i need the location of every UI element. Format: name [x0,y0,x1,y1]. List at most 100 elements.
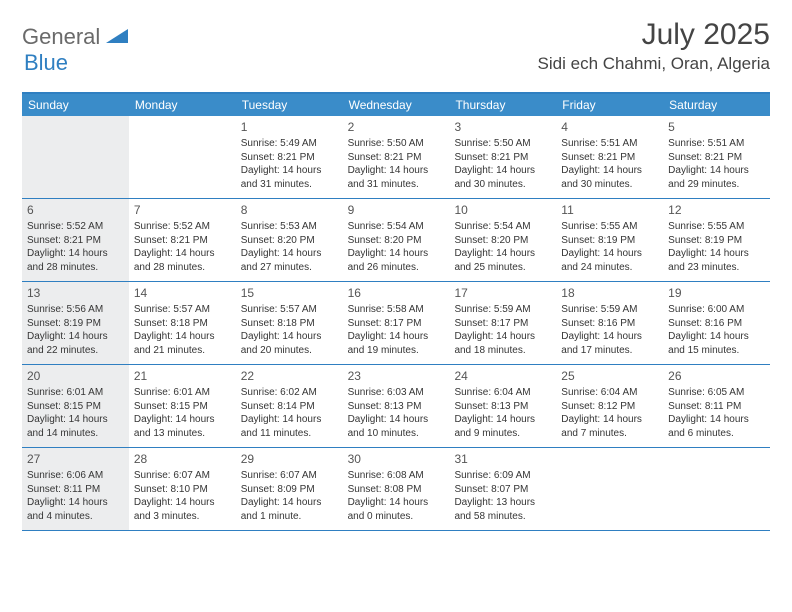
day-info: Sunrise: 6:00 AMSunset: 8:16 PMDaylight:… [668,303,765,357]
day-number: 27 [27,451,124,467]
day-info: Sunrise: 5:51 AMSunset: 8:21 PMDaylight:… [668,137,765,191]
sunset-line: Sunset: 8:21 PM [454,151,551,165]
day-number: 15 [241,285,338,301]
day-number: 17 [454,285,551,301]
daylight-line: Daylight: 14 hours and 6 minutes. [668,413,765,440]
daylight-line: Daylight: 14 hours and 7 minutes. [561,413,658,440]
sunrise-line: Sunrise: 6:00 AM [668,303,765,317]
calendar-day: 3Sunrise: 5:50 AMSunset: 8:21 PMDaylight… [449,116,556,198]
sunrise-line: Sunrise: 6:09 AM [454,469,551,483]
calendar-day: 1 Sunrise: 5:49 AMSunset: 8:21 PMDaylight… [236,116,343,198]
daylight-line: Daylight: 14 hours and 18 minutes. [454,330,551,357]
daylight-line: Daylight: 14 hours and 13 minutes. [134,413,231,440]
day-info: Sunrise: 5:52 AMSunset: 8:21 PMDaylight:… [134,220,231,274]
daylight-line: Daylight: 14 hours and 26 minutes. [348,247,445,274]
calendar-day: 26Sunrise: 6:05 AMSunset: 8:11 PMDayligh… [663,365,770,447]
calendar-day: 22Sunrise: 6:02 AMSunset: 8:14 PMDayligh… [236,365,343,447]
daylight-line: Daylight: 14 hours and 27 minutes. [241,247,338,274]
sunset-line: Sunset: 8:19 PM [668,234,765,248]
daylight-line: Daylight: 14 hours and 31 minutes. [241,164,338,191]
daylight-line: Daylight: 14 hours and 19 minutes. [348,330,445,357]
day-info: Sunrise: 6:02 AMSunset: 8:14 PMDaylight:… [241,386,338,440]
day-info: Sunrise: 5:59 AMSunset: 8:17 PMDaylight:… [454,303,551,357]
day-number: 24 [454,368,551,384]
sunrise-line: Sunrise: 5:53 AM [241,220,338,234]
sunrise-line: Sunrise: 6:04 AM [561,386,658,400]
sunset-line: Sunset: 8:19 PM [27,317,124,331]
sunset-line: Sunset: 8:16 PM [561,317,658,331]
weeks-container: 1 Sunrise: 5:49 AMSunset: 8:21 PMDaylight… [22,116,770,531]
daylight-line: Daylight: 14 hours and 11 minutes. [241,413,338,440]
sunset-line: Sunset: 8:11 PM [27,483,124,497]
daylight-line: Daylight: 14 hours and 4 minutes. [27,496,124,523]
day-number: 8 [241,202,338,218]
day-number: 1 [241,119,338,135]
sunrise-line: Sunrise: 5:52 AM [134,220,231,234]
brand-name-1: General [22,24,100,50]
day-number: 10 [454,202,551,218]
calendar-day: 25Sunrise: 6:04 AMSunset: 8:12 PMDayligh… [556,365,663,447]
calendar-week-row: 6Sunrise: 5:52 AMSunset: 8:21 PMDaylight… [22,199,770,282]
day-number: 31 [454,451,551,467]
calendar-day: 28 Sunrise: 6:07 AMSunset: 8:10 PMDayligh… [129,448,236,530]
calendar-day: 24Sunrise: 6:04 AMSunset: 8:13 PMDayligh… [449,365,556,447]
sunset-line: Sunset: 8:13 PM [454,400,551,414]
day-info: Sunrise: 5:50 AMSunset: 8:21 PMDaylight:… [454,137,551,191]
sunset-line: Sunset: 8:21 PM [241,151,338,165]
day-info: Sunrise: 5:54 AMSunset: 8:20 PMDaylight:… [348,220,445,274]
calendar-week-row: 20Sunrise: 6:01 AMSunset: 8:15 PMDayligh… [22,365,770,448]
sunset-line: Sunset: 8:17 PM [348,317,445,331]
calendar-week-row: 1 Sunrise: 5:49 AMSunset: 8:21 PMDaylight… [22,116,770,199]
calendar-day: 13Sunrise: 5:56 AMSunset: 8:19 PMDayligh… [22,282,129,364]
sunset-line: Sunset: 8:11 PM [668,400,765,414]
weekday-header: Sunday [22,94,129,116]
daylight-line: Daylight: 14 hours and 0 minutes. [348,496,445,523]
calendar-day-empty [22,116,129,198]
day-info: Sunrise: 6:03 AMSunset: 8:13 PMDaylight:… [348,386,445,440]
day-number: 18 [561,285,658,301]
calendar-day-empty [129,116,236,198]
sunrise-line: Sunrise: 5:50 AM [454,137,551,151]
brand-name-2: Blue [24,50,68,75]
calendar-week-row: 27Sunrise: 6:06 AMSunset: 8:11 PMDayligh… [22,448,770,531]
daylight-line: Daylight: 14 hours and 31 minutes. [348,164,445,191]
sunrise-line: Sunrise: 5:55 AM [668,220,765,234]
sunrise-line: Sunrise: 6:08 AM [348,469,445,483]
daylight-line: Daylight: 14 hours and 1 minute. [241,496,338,523]
day-number: 14 [134,285,231,301]
sunset-line: Sunset: 8:20 PM [348,234,445,248]
calendar-day: 6Sunrise: 5:52 AMSunset: 8:21 PMDaylight… [22,199,129,281]
sunset-line: Sunset: 8:15 PM [27,400,124,414]
sunset-line: Sunset: 8:15 PM [134,400,231,414]
sunrise-line: Sunrise: 5:56 AM [27,303,124,317]
daylight-line: Daylight: 14 hours and 28 minutes. [27,247,124,274]
calendar-day: 7 Sunrise: 5:52 AMSunset: 8:21 PMDaylight… [129,199,236,281]
day-number: 4 [561,119,658,135]
day-info: Sunrise: 6:07 AMSunset: 8:10 PMDaylight:… [134,469,231,523]
daylight-line: Daylight: 14 hours and 28 minutes. [134,247,231,274]
daylight-line: Daylight: 14 hours and 17 minutes. [561,330,658,357]
daylight-line: Daylight: 14 hours and 20 minutes. [241,330,338,357]
sunrise-line: Sunrise: 6:01 AM [134,386,231,400]
calendar-day: 20 Sunrise: 6:01 AMSunset: 8:15 PMDayligh… [22,365,129,447]
sunset-line: Sunset: 8:10 PM [134,483,231,497]
sunrise-line: Sunrise: 6:07 AM [241,469,338,483]
sunset-line: Sunset: 8:21 PM [348,151,445,165]
day-number: 7 [134,202,231,218]
sunrise-line: Sunrise: 5:50 AM [348,137,445,151]
sunrise-line: Sunrise: 6:04 AM [454,386,551,400]
day-number: 28 [134,451,231,467]
day-info: Sunrise: 6:04 AMSunset: 8:12 PMDaylight:… [561,386,658,440]
sunrise-line: Sunrise: 5:57 AM [134,303,231,317]
day-info: Sunrise: 5:52 AMSunset: 8:21 PMDaylight:… [27,220,124,274]
sunrise-line: Sunrise: 5:54 AM [454,220,551,234]
day-number: 29 [241,451,338,467]
sunrise-line: Sunrise: 5:55 AM [561,220,658,234]
day-number: 20 [27,368,124,384]
sunrise-line: Sunrise: 6:01 AM [27,386,124,400]
day-info: Sunrise: 5:50 AMSunset: 8:21 PMDaylight:… [348,137,445,191]
day-info: Sunrise: 5:49 AMSunset: 8:21 PMDaylight:… [241,137,338,191]
day-info: Sunrise: 6:09 AMSunset: 8:07 PMDaylight:… [454,469,551,523]
daylight-line: Daylight: 14 hours and 14 minutes. [27,413,124,440]
sunset-line: Sunset: 8:07 PM [454,483,551,497]
